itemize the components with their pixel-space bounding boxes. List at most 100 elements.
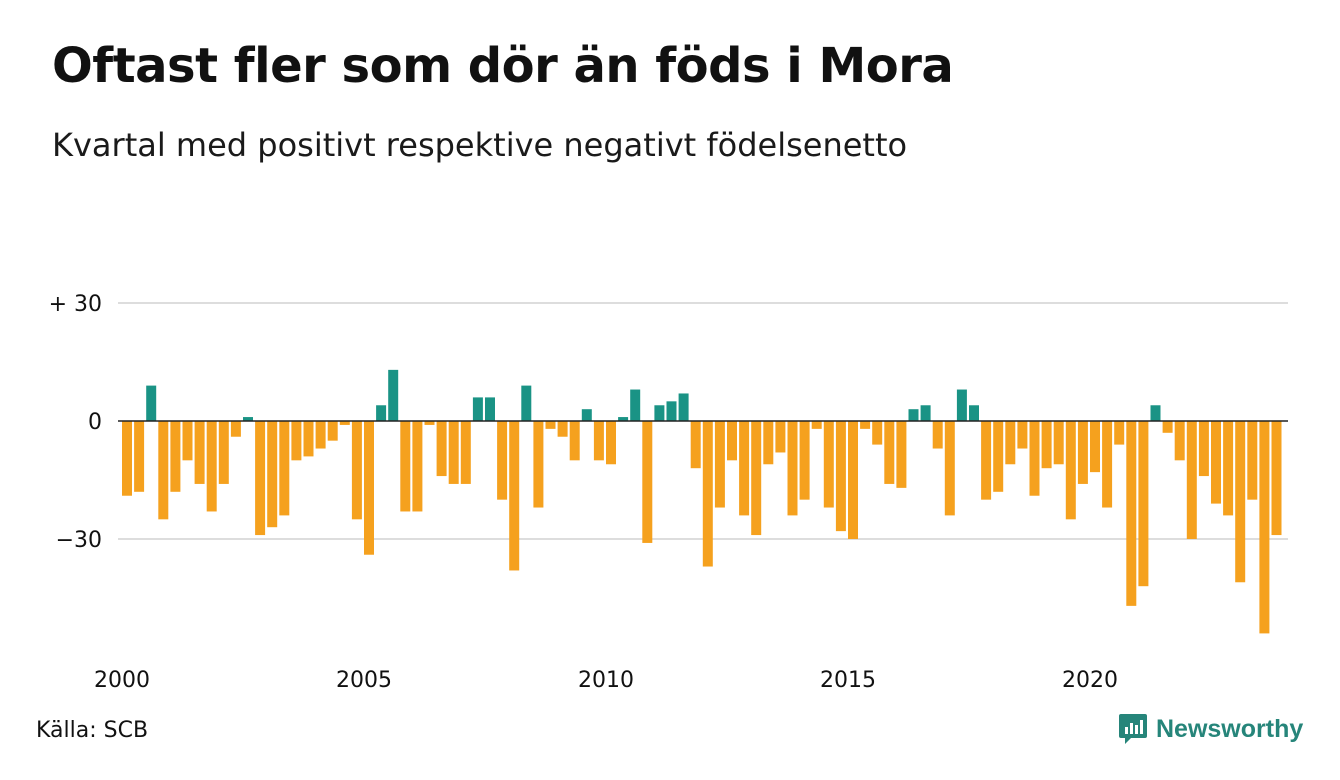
bar-2006-k1 (412, 421, 423, 512)
bar-2022-k1 (1186, 421, 1197, 539)
bar-2021-k4 (1174, 421, 1185, 461)
bar-2013-k1 (751, 421, 762, 536)
bar-2007-k3 (485, 397, 495, 421)
x-tick-label: 2010 (578, 668, 634, 693)
bar-2023-k4 (1271, 421, 1282, 536)
bar-2013-k4 (787, 421, 798, 516)
bar-2020-k3 (1114, 421, 1125, 445)
bar-2005-k2 (376, 405, 387, 421)
y-tick-label: + 30 (49, 292, 102, 317)
bar-2003-k1 (267, 421, 278, 528)
bar-2008-k2 (521, 385, 532, 421)
bar-2010-k1 (606, 421, 616, 465)
source-note: Källa: SCB (36, 718, 149, 743)
bar-2000-k2 (134, 421, 145, 492)
bar-chart: + 30 0 −30 2000 2005 2010 2015 2020 (49, 292, 1288, 693)
bar-2010-k4 (642, 421, 653, 543)
bar-2016-k3 (920, 405, 931, 421)
y-tick-label: −30 (56, 528, 102, 553)
bar-2007-k2 (472, 397, 483, 421)
bar-2009-k3 (581, 409, 592, 421)
bar-2010-k2 (618, 417, 629, 421)
bar-2008-k1 (509, 421, 520, 571)
bar-2013-k2 (763, 421, 774, 465)
bar-2017-k1 (944, 421, 955, 516)
bar-2015-k3 (872, 421, 883, 445)
chart-subtitle: Kvartal med positivt respektive negativt… (52, 126, 908, 164)
bar-2019-k1 (1041, 421, 1052, 469)
bar-2015-k1 (848, 421, 858, 539)
bar-2000-k3 (146, 385, 157, 421)
bar-2005-k1 (364, 421, 374, 555)
bar-2020-k2 (1102, 421, 1113, 508)
x-tick-label: 2000 (94, 668, 150, 693)
bar-2022-k3 (1211, 421, 1221, 504)
bar-2010-k3 (630, 389, 641, 421)
y-axis-ticks: + 30 0 −30 (49, 292, 102, 553)
bar-2016-k1 (896, 421, 907, 488)
bar-2014-k2 (811, 421, 822, 429)
bar-2006-k3 (436, 421, 447, 477)
bar-2005-k4 (400, 421, 411, 512)
bar-2011-k4 (690, 421, 701, 469)
bar-2002-k4 (255, 421, 266, 536)
bar-2005-k3 (388, 369, 399, 421)
x-tick-label: 2015 (820, 668, 876, 693)
bar-2012-k3 (727, 421, 737, 461)
bar-2000-k4 (158, 421, 169, 520)
bar-2021-k1 (1138, 421, 1149, 587)
bar-2015-k2 (860, 421, 871, 429)
bar-2023-k3 (1259, 421, 1270, 634)
bar-2020-k1 (1090, 421, 1100, 473)
bar-2015-k4 (884, 421, 895, 484)
bar-2002-k2 (230, 421, 241, 437)
bar-2013-k3 (775, 421, 786, 453)
y-tick-label: 0 (88, 410, 102, 435)
bar-2016-k2 (908, 409, 919, 421)
bar-2008-k3 (533, 421, 544, 508)
bar-2001-k2 (182, 421, 193, 461)
bar-2017-k3 (969, 405, 979, 421)
bar-2006-k2 (424, 421, 435, 425)
bar-2008-k4 (545, 421, 556, 429)
bar-2011-k3 (678, 393, 689, 421)
bar-2002-k1 (218, 421, 229, 484)
brand-name: Newsworthy (1156, 714, 1304, 743)
bar-2001-k1 (170, 421, 181, 492)
chart-title: Oftast fler som dör än föds i Mora (52, 38, 954, 94)
bar-2014-k3 (823, 421, 834, 508)
bar-2011-k2 (666, 401, 677, 421)
bar-2003-k3 (291, 421, 302, 461)
x-tick-label: 2005 (336, 668, 392, 693)
bar-2011-k1 (654, 405, 665, 421)
bar-2022-k4 (1223, 421, 1234, 516)
bar-2003-k4 (303, 421, 314, 457)
bar-2014-k1 (799, 421, 810, 500)
bar-2021-k2 (1150, 405, 1161, 421)
bar-2009-k2 (569, 421, 580, 461)
x-axis-ticks: 2000 2005 2010 2015 2020 (94, 668, 1118, 693)
bar-2020-k4 (1126, 421, 1137, 606)
bar-2009-k1 (557, 421, 568, 437)
newsworthy-logo-icon (1119, 714, 1147, 744)
bar-2004-k4 (351, 421, 362, 520)
bar-2001-k3 (194, 421, 205, 484)
bars (122, 369, 1282, 634)
bar-2012-k4 (739, 421, 750, 516)
bar-2016-k4 (932, 421, 943, 449)
bar-2022-k2 (1198, 421, 1209, 477)
bar-2000-k1 (122, 421, 132, 496)
bar-2001-k4 (206, 421, 217, 512)
bar-2018-k3 (1017, 421, 1028, 449)
bar-2014-k4 (835, 421, 846, 532)
bar-2023-k1 (1235, 421, 1246, 583)
bar-2007-k1 (460, 421, 471, 484)
newsworthy-logo: Newsworthy (1118, 712, 1303, 746)
bar-2004-k1 (315, 421, 326, 449)
bar-2017-k4 (981, 421, 992, 500)
bar-2007-k4 (497, 421, 508, 500)
bar-2019-k2 (1053, 421, 1064, 465)
bar-2018-k2 (1005, 421, 1016, 465)
bar-2006-k4 (448, 421, 459, 484)
bar-2012-k2 (714, 421, 725, 508)
